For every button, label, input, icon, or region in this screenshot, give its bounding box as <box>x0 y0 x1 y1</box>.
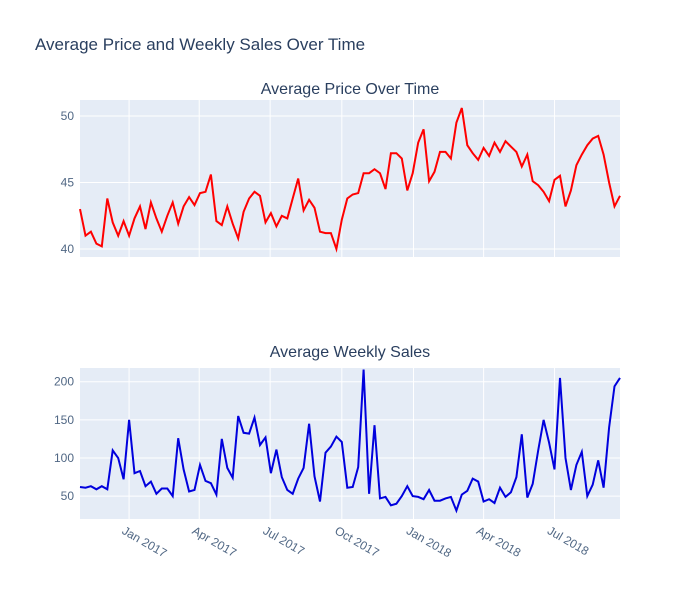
y-tick-label: 200 <box>54 375 74 389</box>
y-tick-label: 50 <box>61 489 75 503</box>
x-tick-label: Oct 2017 <box>332 523 381 560</box>
x-tick-label: Apr 2018 <box>474 523 523 560</box>
chart-title: Average Price and Weekly Sales Over Time <box>35 35 365 54</box>
series-line <box>79 107 621 253</box>
x-tick-label: Apr 2017 <box>190 523 239 560</box>
y-tick-label: 50 <box>61 109 75 123</box>
y-tick-label: 40 <box>61 242 75 256</box>
y-tick-label: 100 <box>54 451 74 465</box>
plot-area <box>80 100 620 257</box>
y-tick-label: 45 <box>61 175 75 189</box>
series-line <box>79 369 621 514</box>
y-tick-label: 150 <box>54 413 74 427</box>
x-tick-label: Jan 2018 <box>404 523 454 560</box>
subplot-title: Average Price Over Time <box>261 81 440 98</box>
subplot-title: Average Weekly Sales <box>270 344 430 361</box>
x-tick-label: Jul 2017 <box>261 523 308 558</box>
x-tick-label: Jul 2018 <box>545 523 592 558</box>
x-tick-label: Jan 2017 <box>120 523 170 560</box>
